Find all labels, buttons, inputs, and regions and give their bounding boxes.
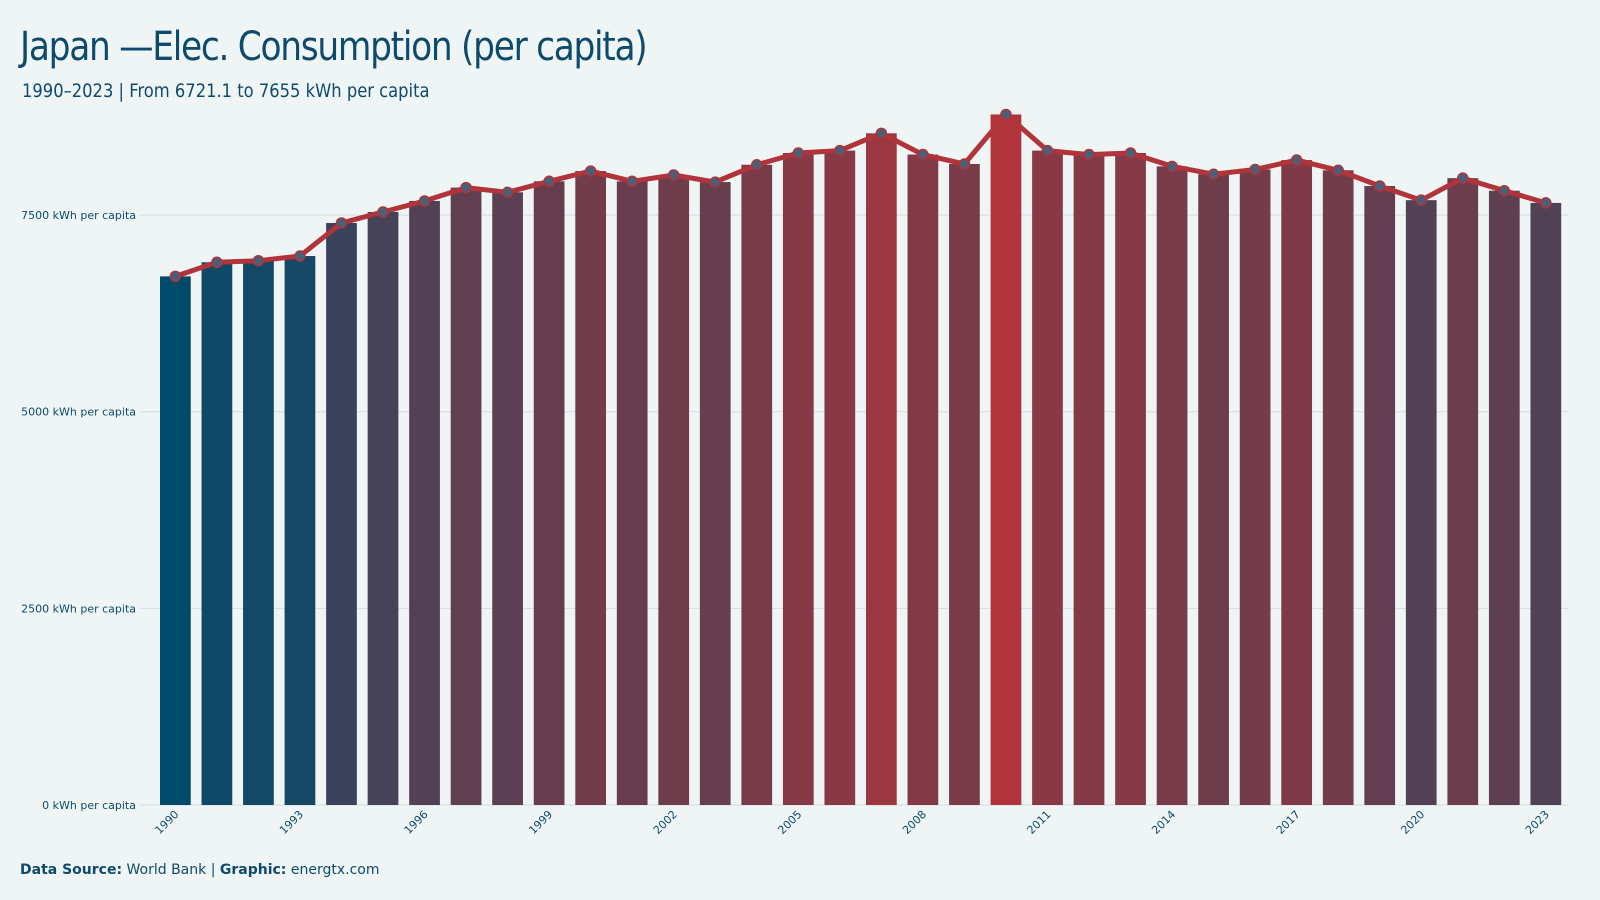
data-point — [335, 217, 348, 229]
data-point — [377, 206, 389, 218]
bar — [1115, 152, 1146, 805]
bar — [866, 133, 897, 806]
trend-line-path — [172, 111, 1549, 279]
data-point — [875, 127, 888, 140]
x-axis-ticks: 1990 1993 1996 1999 2002 2005 2008 2011 2014 2017… — [152, 808, 1551, 837]
bar — [409, 200, 440, 805]
bar — [949, 163, 980, 805]
data-point — [1332, 164, 1344, 177]
graphic-value: energtx.com — [290, 862, 380, 878]
bar — [658, 175, 690, 805]
bar — [782, 152, 814, 805]
data-point — [543, 175, 555, 188]
bar — [533, 181, 565, 806]
chart-subtitle: 1990–2023 | From 6721.1 to 7655 kWh per … — [22, 80, 430, 102]
bar — [1032, 150, 1063, 805]
data-point — [1540, 197, 1552, 209]
bar — [492, 192, 523, 806]
x-tick-label: 1996 — [402, 808, 431, 837]
bar — [1156, 166, 1188, 805]
data-point — [1041, 144, 1054, 157]
data-point — [626, 175, 638, 188]
data-point — [584, 165, 597, 177]
data-point — [294, 250, 306, 262]
source-label: Data Source: — [20, 862, 123, 878]
bar — [907, 154, 939, 806]
bar — [1281, 160, 1313, 806]
bar — [1405, 200, 1437, 806]
chart-title: Japan —Elec. Consumption (per capita) — [20, 24, 648, 70]
data-point — [460, 181, 472, 194]
data-point — [958, 158, 971, 170]
data-point — [751, 159, 763, 171]
data-point — [252, 254, 265, 267]
bar — [243, 260, 274, 805]
x-tick-label: 2002 — [651, 808, 680, 837]
x-tick-label: 2023 — [1523, 808, 1552, 837]
y-tick-label: 5000 kWh per capita — [21, 406, 136, 419]
bar — [699, 182, 731, 805]
x-tick-label: 2014 — [1149, 808, 1178, 837]
bar — [575, 171, 607, 806]
data-point — [667, 169, 680, 181]
bar — [1198, 174, 1229, 805]
trend-line — [172, 111, 1549, 279]
bar — [160, 276, 191, 805]
data-point — [211, 256, 223, 269]
bar — [284, 256, 316, 805]
data-point — [1373, 180, 1386, 192]
bar — [1530, 202, 1562, 806]
graphic-label: Graphic: — [219, 862, 287, 878]
chart-footer: Data Source: World Bank | Graphic: energ… — [20, 862, 379, 878]
x-tick-label: 1999 — [526, 808, 555, 837]
bars — [160, 114, 1562, 806]
bar — [1073, 154, 1105, 806]
x-tick-label: 2011 — [1025, 808, 1054, 837]
bar — [201, 262, 233, 806]
data-point — [709, 176, 721, 188]
x-tick-label: 2017 — [1274, 808, 1303, 837]
y-tick-label: 0 kWh per capita — [42, 799, 136, 812]
data-point — [1083, 148, 1095, 161]
data-point — [1415, 194, 1427, 206]
y-tick-label: 7500 kWh per capita — [21, 209, 136, 222]
bar — [990, 114, 1022, 805]
source-value: World Bank — [126, 862, 207, 878]
data-point — [1290, 154, 1303, 166]
data-point — [1207, 168, 1220, 180]
data-point — [792, 147, 805, 159]
data-point — [1166, 160, 1178, 173]
data-point — [1249, 163, 1261, 176]
bar — [616, 181, 648, 806]
data-point — [1000, 108, 1012, 121]
data-point — [1457, 172, 1469, 184]
bar — [1447, 178, 1479, 806]
data-point — [418, 195, 431, 207]
line-markers — [169, 108, 1552, 283]
data-point — [169, 270, 182, 283]
x-tick-label: 2020 — [1398, 808, 1427, 837]
x-tick-label: 1993 — [277, 808, 306, 837]
bar — [450, 187, 482, 805]
data-point — [1498, 184, 1511, 197]
y-axis-ticks: 0 kWh per capita 2500 kWh per capita 5000 … — [21, 209, 136, 812]
y-tick-label: 2500 kWh per capita — [21, 602, 136, 615]
data-point — [501, 186, 514, 199]
bar — [1364, 186, 1396, 805]
data-point — [1124, 147, 1137, 159]
bar — [1322, 170, 1354, 806]
bar — [1239, 169, 1271, 805]
footer-separator: | — [210, 862, 216, 878]
x-tick-label: 2005 — [775, 808, 804, 837]
x-tick-label: 1990 — [152, 808, 181, 837]
bar — [741, 164, 773, 806]
bar — [1488, 190, 1520, 805]
bar — [367, 211, 399, 805]
bar — [824, 150, 856, 805]
data-point — [917, 148, 929, 161]
x-tick-label: 2008 — [900, 808, 929, 837]
data-point — [834, 144, 846, 157]
bar — [326, 222, 357, 805]
